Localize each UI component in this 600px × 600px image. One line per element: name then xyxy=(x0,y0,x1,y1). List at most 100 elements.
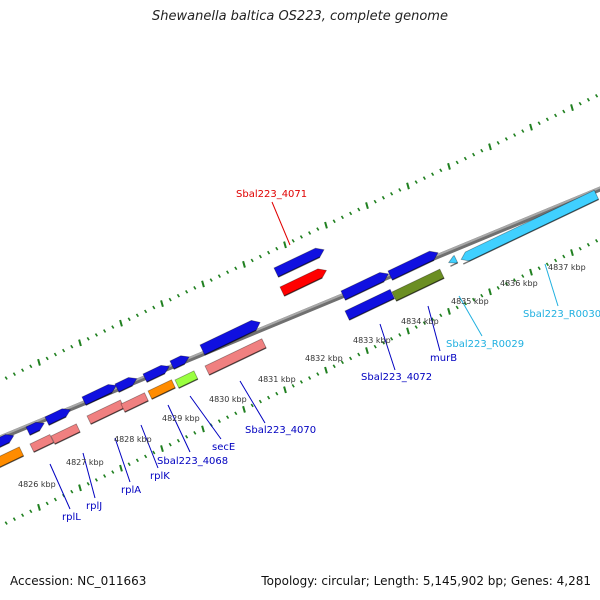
leader-line xyxy=(379,323,396,371)
major-tick xyxy=(242,405,246,413)
minor-tick xyxy=(554,258,558,263)
cds-feature-edge xyxy=(173,363,186,370)
major-tick xyxy=(447,307,451,315)
minor-tick xyxy=(390,191,394,196)
minor-tick xyxy=(70,489,74,494)
gene-label: murB xyxy=(430,353,457,364)
topology-text: Topology: circular; Length: 5,145,902 bp… xyxy=(261,574,591,588)
minor-tick xyxy=(4,521,8,525)
minor-tick xyxy=(45,356,49,361)
major-tick xyxy=(37,503,41,511)
minor-tick xyxy=(21,513,25,518)
scale-label: 4830 kbp xyxy=(209,395,247,404)
minor-tick xyxy=(340,215,344,220)
minor-tick xyxy=(234,266,238,271)
minor-tick xyxy=(193,286,197,290)
minor-tick xyxy=(431,172,435,177)
major-tick xyxy=(570,104,574,112)
outer-tick-ring xyxy=(4,93,599,380)
cds-feature xyxy=(387,250,439,281)
cds-feature xyxy=(81,384,118,406)
feature-cyan-r0030-edge xyxy=(463,198,599,265)
minor-tick xyxy=(455,305,459,310)
minor-tick xyxy=(70,344,74,349)
minor-tick xyxy=(226,270,230,275)
minor-tick xyxy=(373,344,377,349)
gene-label: rplA xyxy=(121,485,141,496)
cds-feature-edge xyxy=(146,372,166,383)
feature-olive-murb-edge xyxy=(396,277,445,302)
minor-tick xyxy=(94,333,98,337)
major-tick xyxy=(529,123,533,131)
feature-lightgreen xyxy=(174,370,199,389)
major-tick xyxy=(324,366,328,374)
leader-line xyxy=(189,395,222,440)
minor-tick xyxy=(168,442,172,447)
minor-tick xyxy=(21,368,25,373)
cds-feature-sbal223-4071 xyxy=(273,247,325,278)
cds-feature-edge xyxy=(0,442,10,448)
minor-tick xyxy=(53,352,57,357)
minor-tick xyxy=(422,321,426,325)
minor-tick xyxy=(463,156,467,161)
minor-tick xyxy=(168,297,172,302)
minor-tick xyxy=(185,434,189,439)
minor-tick xyxy=(29,509,33,514)
minor-tick xyxy=(332,219,336,224)
minor-tick xyxy=(152,450,156,455)
minor-tick xyxy=(414,180,418,184)
minor-tick xyxy=(545,117,549,122)
cds-feature-edge xyxy=(85,391,113,406)
minor-tick xyxy=(94,478,98,482)
leader-line xyxy=(167,404,191,453)
major-tick xyxy=(119,464,123,472)
leader-line xyxy=(239,380,266,424)
minor-tick xyxy=(144,454,148,459)
leader-line xyxy=(49,463,71,510)
feature-pink-edge xyxy=(209,347,267,376)
major-tick xyxy=(447,162,451,170)
minor-tick xyxy=(513,278,517,282)
gene-label: rplK xyxy=(150,471,170,482)
minor-tick xyxy=(332,364,336,369)
minor-tick xyxy=(381,195,385,200)
feature-pink-edge xyxy=(54,431,81,445)
cds-feature xyxy=(44,408,72,426)
label-leader-lines xyxy=(49,201,559,510)
minor-tick xyxy=(62,348,66,353)
gene-label: Sbal223_4068 xyxy=(157,456,228,467)
cds-feature-edge xyxy=(29,429,41,436)
minor-tick xyxy=(258,399,262,404)
minor-tick xyxy=(357,352,361,357)
major-tick xyxy=(201,425,205,433)
minor-tick xyxy=(439,313,443,318)
scale-label: 4828 kbp xyxy=(114,435,152,444)
major-tick xyxy=(119,319,123,327)
minor-tick xyxy=(45,501,49,506)
minor-tick xyxy=(176,438,180,443)
minor-tick xyxy=(521,274,525,278)
minor-tick xyxy=(463,301,467,306)
minor-tick xyxy=(209,278,213,282)
minor-tick xyxy=(595,93,599,98)
minor-tick xyxy=(144,309,148,314)
scale-label: 4836 kbp xyxy=(500,279,538,288)
feature-track xyxy=(0,189,600,468)
accession-text: Accession: NC_011663 xyxy=(10,574,147,588)
feature-red-sbal223-4071 xyxy=(279,268,328,297)
major-tick xyxy=(160,445,164,453)
major-tick xyxy=(529,268,533,276)
minor-tick xyxy=(234,411,238,416)
minor-tick xyxy=(291,239,295,243)
scale-label: 4833 kbp xyxy=(353,336,391,345)
major-tick xyxy=(201,280,205,288)
minor-tick xyxy=(398,333,402,337)
minor-tick xyxy=(390,336,394,341)
minor-tick xyxy=(414,325,418,329)
minor-tick xyxy=(250,258,254,263)
cds-feature-edge xyxy=(204,329,257,356)
minor-tick xyxy=(176,293,180,298)
gene-label: Sbal223_4072 xyxy=(361,372,432,383)
leader-line xyxy=(458,295,483,337)
